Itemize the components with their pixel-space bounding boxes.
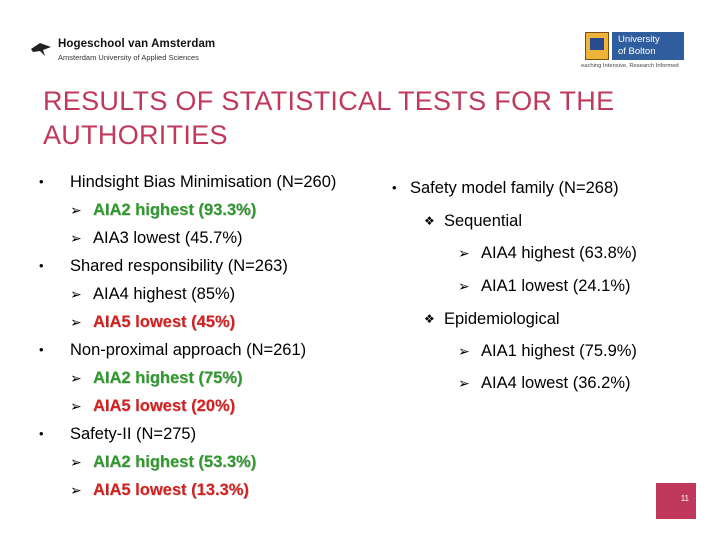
list-item: Hindsight Bias Minimisation (N=260) <box>70 173 337 191</box>
arrow-icon: ➢ <box>70 370 82 386</box>
arrow-icon: ➢ <box>70 286 82 302</box>
list-item: Safety-II (N=275) <box>70 425 197 443</box>
bullet-icon: • <box>39 426 44 441</box>
sub-item: AIA5 lowest (13.3%) <box>93 481 249 499</box>
hva-name: Hogeschool van Amsterdam <box>58 38 216 50</box>
bolton-logo: University of Bolton eaching Intensive, … <box>581 32 690 74</box>
sub-item: AIA1 lowest (24.1%) <box>481 277 631 295</box>
page-number: 11 <box>680 494 689 503</box>
slide-title: RESULTS OF STATISTICAL TESTS FOR THE AUT… <box>43 86 615 150</box>
list-item: Safety model family (N=268) <box>410 179 619 197</box>
bolton-line1: University <box>618 34 660 45</box>
arrow-icon: ➢ <box>70 314 82 330</box>
bolton-line2: of Bolton <box>618 46 656 57</box>
sub-item: AIA4 highest (85%) <box>93 285 236 303</box>
bullet-icon: • <box>39 174 44 189</box>
hva-logo: Hogeschool van Amsterdam Amsterdam Unive… <box>30 38 230 68</box>
arrow-icon: ➢ <box>70 230 82 246</box>
sub-item: AIA4 lowest (36.2%) <box>481 374 631 392</box>
bolton-tagline: eaching Intensive, Research Informed <box>581 63 679 69</box>
sub-item: AIA1 highest (75.9%) <box>481 342 637 360</box>
sub-heading: Sequential <box>444 212 522 230</box>
sub-item: AIA4 highest (63.8%) <box>481 244 637 262</box>
arrow-icon: ➢ <box>70 398 82 414</box>
arrow-icon: ➢ <box>458 343 470 359</box>
arrow-icon: ➢ <box>458 278 470 294</box>
list-item: Shared responsibility (N=263) <box>70 257 288 275</box>
arrow-icon: ➢ <box>70 454 82 470</box>
bullet-icon: • <box>39 258 44 273</box>
bullet-icon: • <box>39 342 44 357</box>
sub-item: AIA2 highest (53.3%) <box>93 453 257 471</box>
arrow-icon: ➢ <box>70 482 82 498</box>
arrow-icon: ➢ <box>458 245 470 261</box>
diamond-bullet-icon: ❖ <box>424 312 435 326</box>
page-number-box: 11 <box>656 483 696 519</box>
sub-item: AIA2 highest (75%) <box>93 369 243 387</box>
hva-subtitle: Amsterdam University of Applied Sciences <box>58 53 199 62</box>
bolton-wordmark: University of Bolton <box>612 32 684 60</box>
sub-heading: Epidemiological <box>444 310 560 328</box>
bolton-crest-icon <box>585 32 609 60</box>
bullet-icon: • <box>392 180 397 195</box>
list-item: Non-proximal approach (N=261) <box>70 341 307 359</box>
sub-item: AIA3 lowest (45.7%) <box>93 229 243 247</box>
sub-item: AIA5 lowest (20%) <box>93 397 236 415</box>
arrow-icon: ➢ <box>70 202 82 218</box>
sub-item: AIA5 lowest (45%) <box>93 313 236 331</box>
diamond-bullet-icon: ❖ <box>424 214 435 228</box>
hva-emblem-icon <box>31 43 51 56</box>
sub-item: AIA2 highest (93.3%) <box>93 201 257 219</box>
arrow-icon: ➢ <box>458 375 470 391</box>
